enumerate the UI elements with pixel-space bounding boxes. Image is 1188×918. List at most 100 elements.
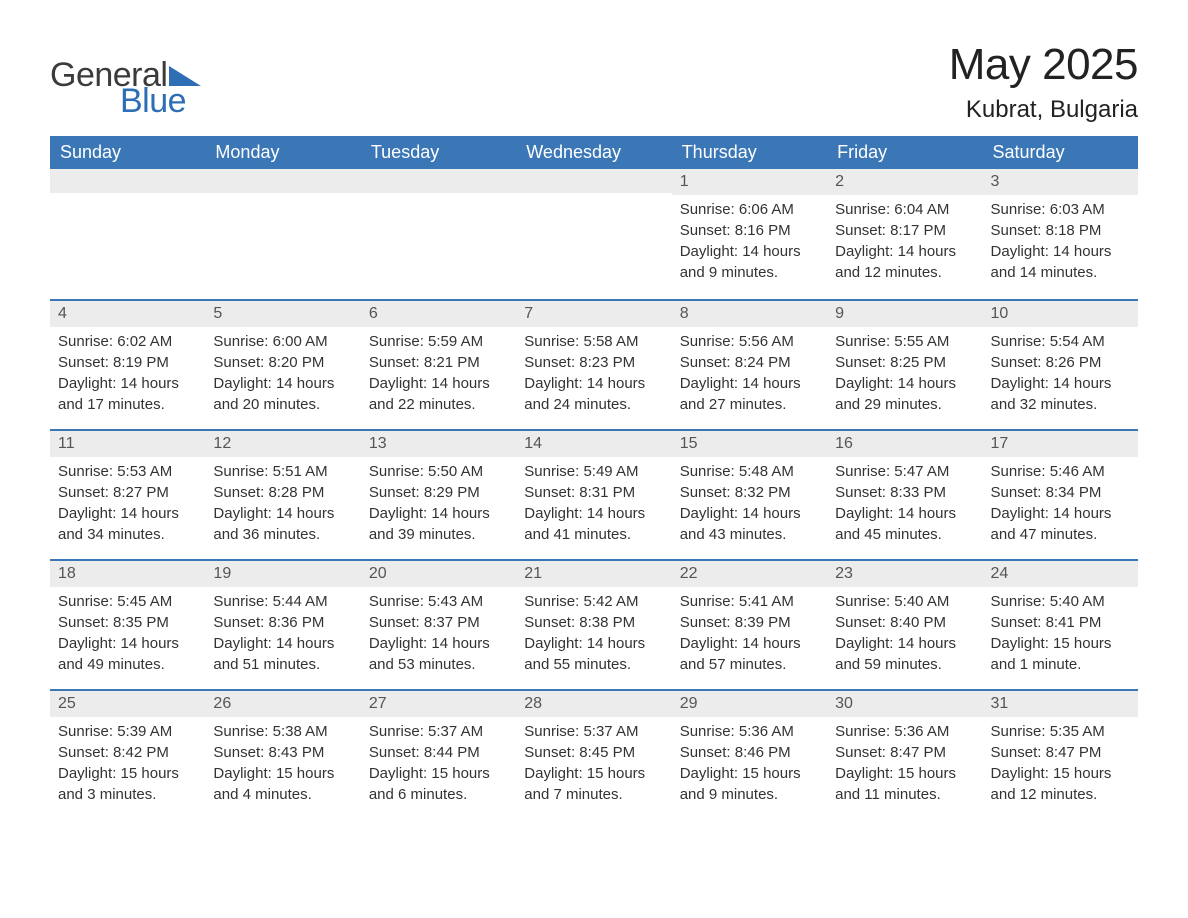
day-number: 17 bbox=[983, 429, 1138, 457]
day-number: 3 bbox=[983, 169, 1138, 195]
weeks-container: 1Sunrise: 6:06 AMSunset: 8:16 PMDaylight… bbox=[50, 169, 1138, 819]
sunrise-text: Sunrise: 5:46 AM bbox=[991, 462, 1130, 482]
day-number: 1 bbox=[672, 169, 827, 195]
sunset-text: Sunset: 8:37 PM bbox=[369, 613, 508, 633]
sunrise-text: Sunrise: 5:35 AM bbox=[991, 722, 1130, 742]
day-body: Sunrise: 5:48 AMSunset: 8:32 PMDaylight:… bbox=[672, 457, 827, 557]
day-body: Sunrise: 5:55 AMSunset: 8:25 PMDaylight:… bbox=[827, 327, 982, 427]
daylight-text-2: and 43 minutes. bbox=[680, 525, 819, 545]
daylight-text-2: and 24 minutes. bbox=[524, 395, 663, 415]
day-number: 9 bbox=[827, 299, 982, 327]
day-number bbox=[516, 169, 671, 193]
day-number: 7 bbox=[516, 299, 671, 327]
day-number: 10 bbox=[983, 299, 1138, 327]
day-number: 27 bbox=[361, 689, 516, 717]
daylight-text-2: and 51 minutes. bbox=[213, 655, 352, 675]
daylight-text-1: Daylight: 14 hours bbox=[835, 504, 974, 524]
sunset-text: Sunset: 8:24 PM bbox=[680, 353, 819, 373]
weekday-header-row: Sunday Monday Tuesday Wednesday Thursday… bbox=[50, 136, 1138, 169]
day-number: 24 bbox=[983, 559, 1138, 587]
sunset-text: Sunset: 8:20 PM bbox=[213, 353, 352, 373]
day-body: Sunrise: 5:36 AMSunset: 8:47 PMDaylight:… bbox=[827, 717, 982, 817]
sunrise-text: Sunrise: 5:36 AM bbox=[680, 722, 819, 742]
daylight-text-1: Daylight: 15 hours bbox=[369, 764, 508, 784]
sunrise-text: Sunrise: 5:59 AM bbox=[369, 332, 508, 352]
daylight-text-2: and 11 minutes. bbox=[835, 785, 974, 805]
daylight-text-1: Daylight: 15 hours bbox=[680, 764, 819, 784]
day-cell: 31Sunrise: 5:35 AMSunset: 8:47 PMDayligh… bbox=[983, 689, 1138, 819]
sunset-text: Sunset: 8:40 PM bbox=[835, 613, 974, 633]
day-number: 31 bbox=[983, 689, 1138, 717]
sunrise-text: Sunrise: 5:37 AM bbox=[524, 722, 663, 742]
logo: General Blue bbox=[50, 40, 201, 118]
day-cell: 4Sunrise: 6:02 AMSunset: 8:19 PMDaylight… bbox=[50, 299, 205, 429]
sunset-text: Sunset: 8:47 PM bbox=[835, 743, 974, 763]
daylight-text-1: Daylight: 14 hours bbox=[680, 242, 819, 262]
daylight-text-1: Daylight: 14 hours bbox=[991, 242, 1130, 262]
sunset-text: Sunset: 8:18 PM bbox=[991, 221, 1130, 241]
sunset-text: Sunset: 8:44 PM bbox=[369, 743, 508, 763]
sunset-text: Sunset: 8:21 PM bbox=[369, 353, 508, 373]
month-title: May 2025 bbox=[949, 40, 1138, 90]
day-cell: 1Sunrise: 6:06 AMSunset: 8:16 PMDaylight… bbox=[672, 169, 827, 299]
week-row: 18Sunrise: 5:45 AMSunset: 8:35 PMDayligh… bbox=[50, 559, 1138, 689]
daylight-text-2: and 36 minutes. bbox=[213, 525, 352, 545]
sunset-text: Sunset: 8:38 PM bbox=[524, 613, 663, 633]
sunrise-text: Sunrise: 5:48 AM bbox=[680, 462, 819, 482]
day-number: 11 bbox=[50, 429, 205, 457]
header: General Blue May 2025 Kubrat, Bulgaria bbox=[50, 40, 1138, 124]
daylight-text-1: Daylight: 14 hours bbox=[369, 504, 508, 524]
daylight-text-2: and 47 minutes. bbox=[991, 525, 1130, 545]
day-number: 8 bbox=[672, 299, 827, 327]
daylight-text-2: and 59 minutes. bbox=[835, 655, 974, 675]
day-cell: 21Sunrise: 5:42 AMSunset: 8:38 PMDayligh… bbox=[516, 559, 671, 689]
day-cell: 19Sunrise: 5:44 AMSunset: 8:36 PMDayligh… bbox=[205, 559, 360, 689]
daylight-text-2: and 22 minutes. bbox=[369, 395, 508, 415]
day-number: 21 bbox=[516, 559, 671, 587]
sunset-text: Sunset: 8:29 PM bbox=[369, 483, 508, 503]
week-row: 4Sunrise: 6:02 AMSunset: 8:19 PMDaylight… bbox=[50, 299, 1138, 429]
day-body: Sunrise: 5:51 AMSunset: 8:28 PMDaylight:… bbox=[205, 457, 360, 557]
sunrise-text: Sunrise: 5:47 AM bbox=[835, 462, 974, 482]
day-cell: 30Sunrise: 5:36 AMSunset: 8:47 PMDayligh… bbox=[827, 689, 982, 819]
daylight-text-2: and 45 minutes. bbox=[835, 525, 974, 545]
sunset-text: Sunset: 8:26 PM bbox=[991, 353, 1130, 373]
day-number: 13 bbox=[361, 429, 516, 457]
daylight-text-1: Daylight: 14 hours bbox=[369, 374, 508, 394]
day-cell: 20Sunrise: 5:43 AMSunset: 8:37 PMDayligh… bbox=[361, 559, 516, 689]
daylight-text-2: and 17 minutes. bbox=[58, 395, 197, 415]
sunset-text: Sunset: 8:35 PM bbox=[58, 613, 197, 633]
day-body: Sunrise: 5:39 AMSunset: 8:42 PMDaylight:… bbox=[50, 717, 205, 817]
daylight-text-2: and 9 minutes. bbox=[680, 263, 819, 283]
daylight-text-2: and 41 minutes. bbox=[524, 525, 663, 545]
week-row: 11Sunrise: 5:53 AMSunset: 8:27 PMDayligh… bbox=[50, 429, 1138, 559]
daylight-text-2: and 32 minutes. bbox=[991, 395, 1130, 415]
sunrise-text: Sunrise: 5:36 AM bbox=[835, 722, 974, 742]
daylight-text-1: Daylight: 14 hours bbox=[524, 634, 663, 654]
day-cell: 13Sunrise: 5:50 AMSunset: 8:29 PMDayligh… bbox=[361, 429, 516, 559]
day-cell: 8Sunrise: 5:56 AMSunset: 8:24 PMDaylight… bbox=[672, 299, 827, 429]
daylight-text-2: and 29 minutes. bbox=[835, 395, 974, 415]
day-cell: 9Sunrise: 5:55 AMSunset: 8:25 PMDaylight… bbox=[827, 299, 982, 429]
daylight-text-1: Daylight: 14 hours bbox=[835, 634, 974, 654]
daylight-text-1: Daylight: 15 hours bbox=[991, 764, 1130, 784]
day-body: Sunrise: 5:41 AMSunset: 8:39 PMDaylight:… bbox=[672, 587, 827, 687]
day-body: Sunrise: 5:47 AMSunset: 8:33 PMDaylight:… bbox=[827, 457, 982, 557]
sunrise-text: Sunrise: 5:58 AM bbox=[524, 332, 663, 352]
sunset-text: Sunset: 8:34 PM bbox=[991, 483, 1130, 503]
daylight-text-2: and 6 minutes. bbox=[369, 785, 508, 805]
day-number: 4 bbox=[50, 299, 205, 327]
day-cell: 25Sunrise: 5:39 AMSunset: 8:42 PMDayligh… bbox=[50, 689, 205, 819]
daylight-text-1: Daylight: 14 hours bbox=[991, 374, 1130, 394]
day-body: Sunrise: 5:49 AMSunset: 8:31 PMDaylight:… bbox=[516, 457, 671, 557]
location: Kubrat, Bulgaria bbox=[949, 96, 1138, 124]
daylight-text-1: Daylight: 15 hours bbox=[524, 764, 663, 784]
day-cell: 2Sunrise: 6:04 AMSunset: 8:17 PMDaylight… bbox=[827, 169, 982, 299]
logo-text-blue: Blue bbox=[120, 84, 201, 118]
daylight-text-1: Daylight: 14 hours bbox=[213, 374, 352, 394]
day-body: Sunrise: 5:36 AMSunset: 8:46 PMDaylight:… bbox=[672, 717, 827, 817]
page: General Blue May 2025 Kubrat, Bulgaria S… bbox=[0, 0, 1188, 869]
sunrise-text: Sunrise: 5:39 AM bbox=[58, 722, 197, 742]
day-cell bbox=[205, 169, 360, 299]
sunrise-text: Sunrise: 5:45 AM bbox=[58, 592, 197, 612]
